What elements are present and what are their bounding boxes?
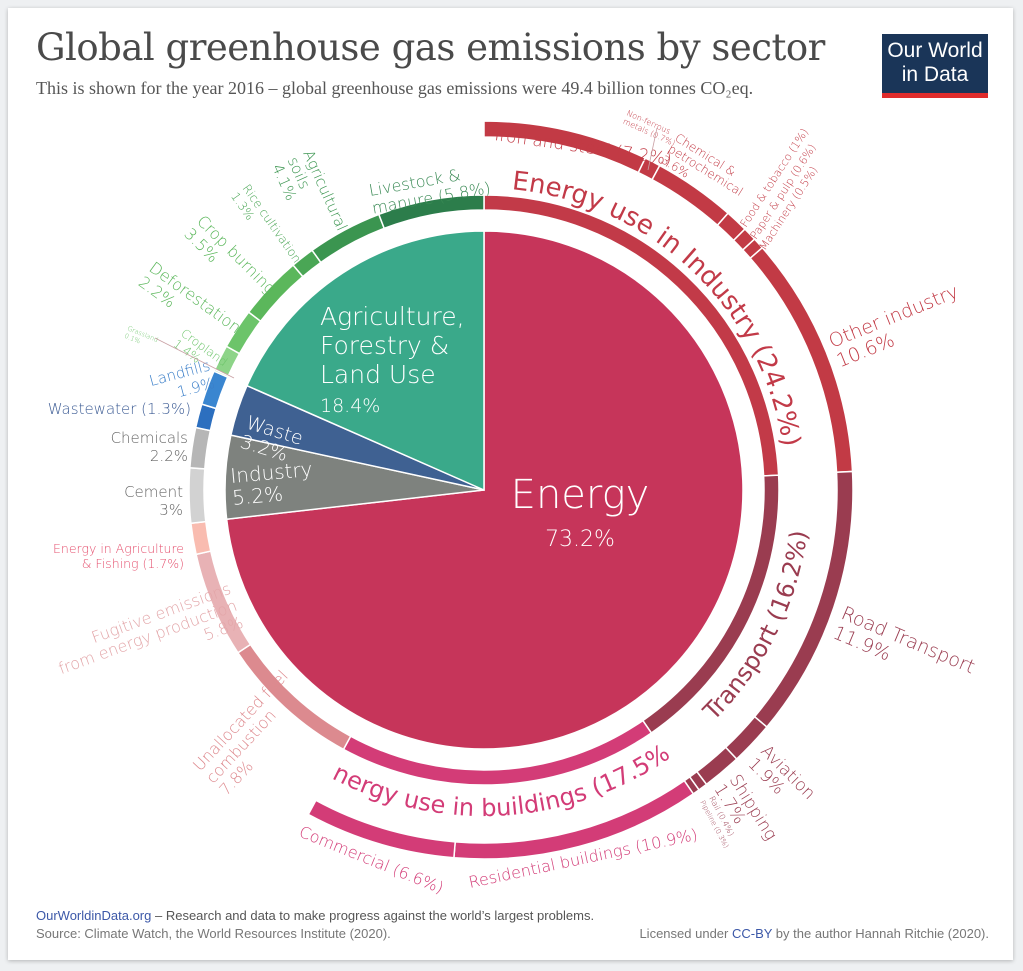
other-industry-label: Other industry10.6% [826, 281, 970, 373]
ring-segment-cement [188, 466, 207, 525]
label-line: Chemicals [111, 429, 188, 447]
industry-label: Industry5.2% [229, 457, 315, 510]
ring-segment-energy-in-agriculture-fishing [190, 520, 212, 556]
label-line: Energy [511, 472, 650, 518]
wastewater-label: Wastewater (1.3%) [48, 400, 191, 418]
chart-subtitle: This is shown for the year 2016 – global… [36, 78, 754, 98]
non-ferrous-metals-label: Non-ferrousmetals (0.7%) [622, 109, 681, 148]
non-ferrous-metals-leader-line [647, 127, 658, 171]
license-note: Licensed under CC-BY by the author Hanna… [639, 926, 989, 941]
outer-segment-commercial [307, 799, 457, 859]
label-line: Agriculture, [320, 302, 465, 331]
label-line: 18.4% [320, 395, 380, 417]
pie-slice-agriculture-forestry-land-use [245, 230, 485, 492]
label-line: Energy in Agriculture [53, 541, 184, 556]
label-line: 5.2% [231, 482, 284, 510]
tagline: – Research and data to make progress aga… [151, 908, 595, 923]
chart-title: Global greenhouse gas emissions by secto… [36, 26, 825, 69]
ring-segment-livestock-manure [377, 194, 485, 230]
chart-segments [188, 120, 854, 860]
label-line: Cement [124, 483, 183, 501]
ring-segment-chemicals [189, 426, 212, 470]
cc-by-link[interactable]: CC-BY [731, 926, 773, 941]
energy-in-agriculture-fishing-label: Energy in Agriculture & Fishing (1.7%) [53, 541, 184, 571]
label-line: 2.2% [150, 447, 188, 465]
label-line: Land Use [320, 360, 436, 389]
source-note: Source: Climate Watch, the World Resourc… [36, 926, 391, 941]
label-line: 73.2% [545, 527, 615, 552]
road-transport-label: Road Transport11.9% [830, 602, 978, 697]
license-prefix: Licensed under [639, 926, 732, 941]
fugitive-emissions-from-energy-production-label: Fugitive emissionsfrom energy production… [50, 579, 246, 695]
label-line: & Fishing (1.7%) [82, 556, 184, 571]
license-suffix: by the author Hannah Ritchie (2020). [772, 926, 989, 941]
footer-tagline-line: OurWorldinData.org – Research and data t… [36, 908, 594, 923]
agriculture-forestry-land-use-label: Agriculture, Forestry & Land Use 18.4% [320, 302, 465, 417]
label-line: Forestry & [320, 331, 449, 360]
livestock-manure-label: Livestock &manure (5.8%) [367, 160, 492, 217]
owid-site-link[interactable]: OurWorldinData.org [36, 908, 152, 923]
owid-logo[interactable]: Our World in Data [882, 34, 988, 98]
grassland-leader-line [154, 337, 235, 379]
label-line: 3% [159, 501, 183, 519]
chemicals-label: Chemicals 2.2% [111, 429, 188, 465]
label-line: Wastewater (1.3%) [48, 400, 191, 418]
unallocated-fuel-combustion-label: Unallocated fuelcombustion7.8% [189, 666, 318, 799]
logo-text: Our World in Data [887, 39, 983, 86]
pie-slice-energy [225, 230, 744, 750]
cement-label: Cement 3% [124, 483, 183, 519]
grassland-label: Grassland0.1% [123, 324, 159, 351]
energy-label: Energy 73.2% [511, 472, 650, 552]
label-line: Agricultural [299, 147, 351, 233]
